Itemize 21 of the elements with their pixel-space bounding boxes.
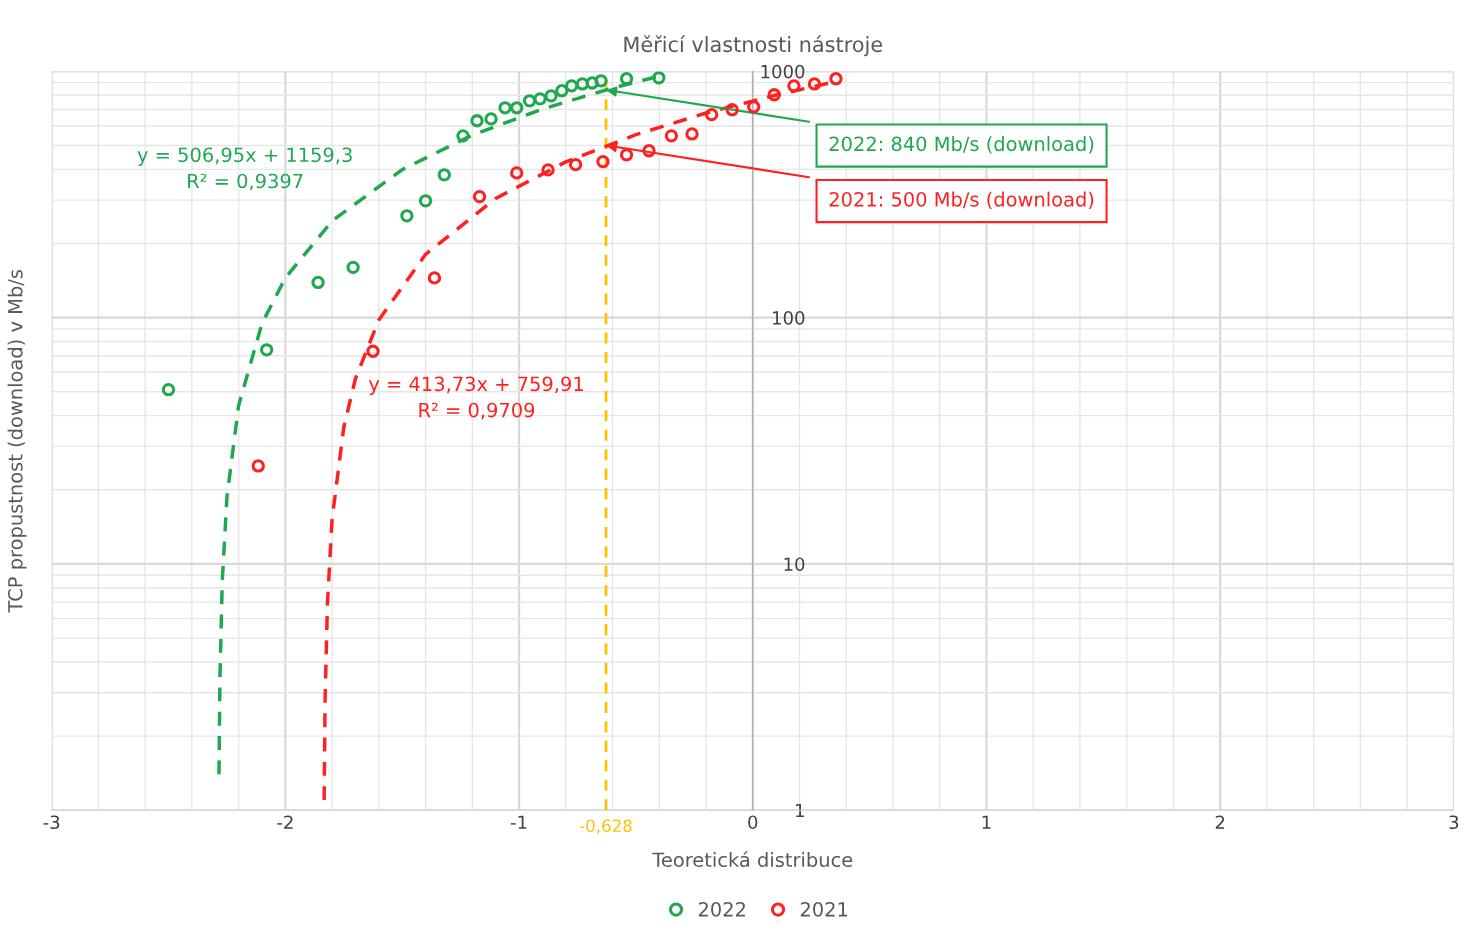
x-tick-label: -2 bbox=[277, 815, 293, 829]
y-tick-label: 1000 bbox=[761, 64, 805, 79]
series-label: y = 506,95x + 1159,3 R² = 0,9397 bbox=[137, 147, 352, 191]
y-tick-label: 1 bbox=[796, 803, 804, 818]
x-tick-label: -1 bbox=[510, 815, 527, 829]
x-tick-label: 2 bbox=[1215, 815, 1225, 829]
y-axis-title: TCP propustnost (download) v Mb/s bbox=[7, 270, 27, 613]
legend-label: 2022 bbox=[698, 901, 745, 917]
x-tick-label: 1 bbox=[982, 815, 991, 829]
x-tick-label: 3 bbox=[1449, 815, 1459, 830]
legend-label: 2021 bbox=[800, 901, 848, 917]
x-tick-label: -3 bbox=[43, 815, 60, 830]
y-tick-label: 10 bbox=[784, 557, 805, 572]
annotation: 2021: 500 Mb/s (download) bbox=[829, 191, 1094, 209]
ref-line-label: -0,628 bbox=[579, 819, 632, 834]
x-tick-label: 0 bbox=[748, 815, 758, 830]
series-label: y = 413,73x + 759,91 R² = 0,9709 bbox=[368, 376, 583, 420]
y-tick-label: 100 bbox=[773, 311, 805, 325]
chart-title: Měřicí vlastnosti nástroje bbox=[624, 35, 883, 57]
annotation: 2022: 840 Mb/s (download) bbox=[829, 136, 1094, 154]
x-axis-title: Teoretická distribuce bbox=[652, 851, 853, 868]
